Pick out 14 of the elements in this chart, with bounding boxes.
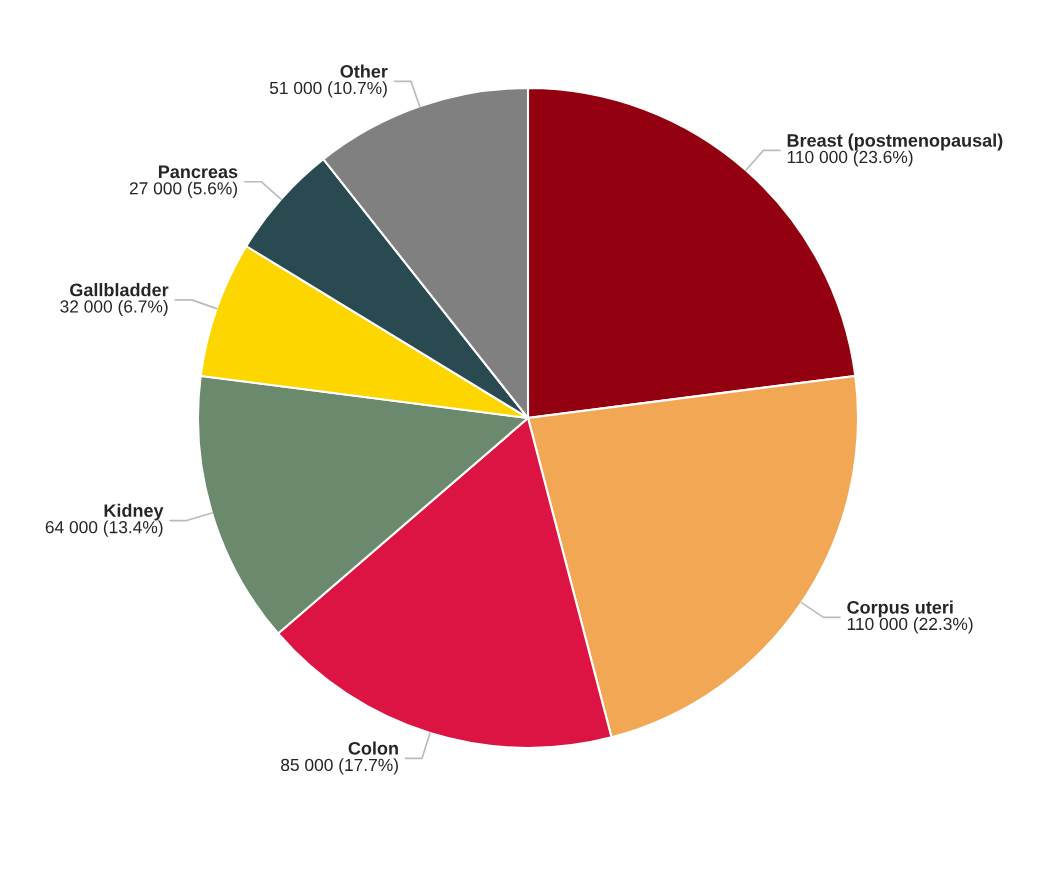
- data-label: 27 000 (5.6%): [129, 181, 237, 198]
- data-label: 85 000 (17.7%): [281, 758, 398, 775]
- slice-label: Pancreas: [158, 165, 238, 179]
- slice-label: Kidney: [104, 503, 164, 521]
- data-label: 110 000 (22.3%): [847, 617, 973, 634]
- slice-label: Corpus uteri: [847, 600, 953, 618]
- data-label: 32 000 (6.7%): [60, 299, 168, 317]
- slice-label: Gallbladder: [70, 283, 169, 297]
- slice-label: Colon: [348, 741, 398, 755]
- data-label: 110 000 (23.6%): [787, 150, 913, 167]
- slice-label: Breast (postmenopausal): [787, 133, 1003, 151]
- data-label: 51 000 (10.7%): [269, 81, 387, 98]
- slice-label: Other: [340, 64, 388, 78]
- data-label: 64 000 (13.4%): [45, 520, 163, 537]
